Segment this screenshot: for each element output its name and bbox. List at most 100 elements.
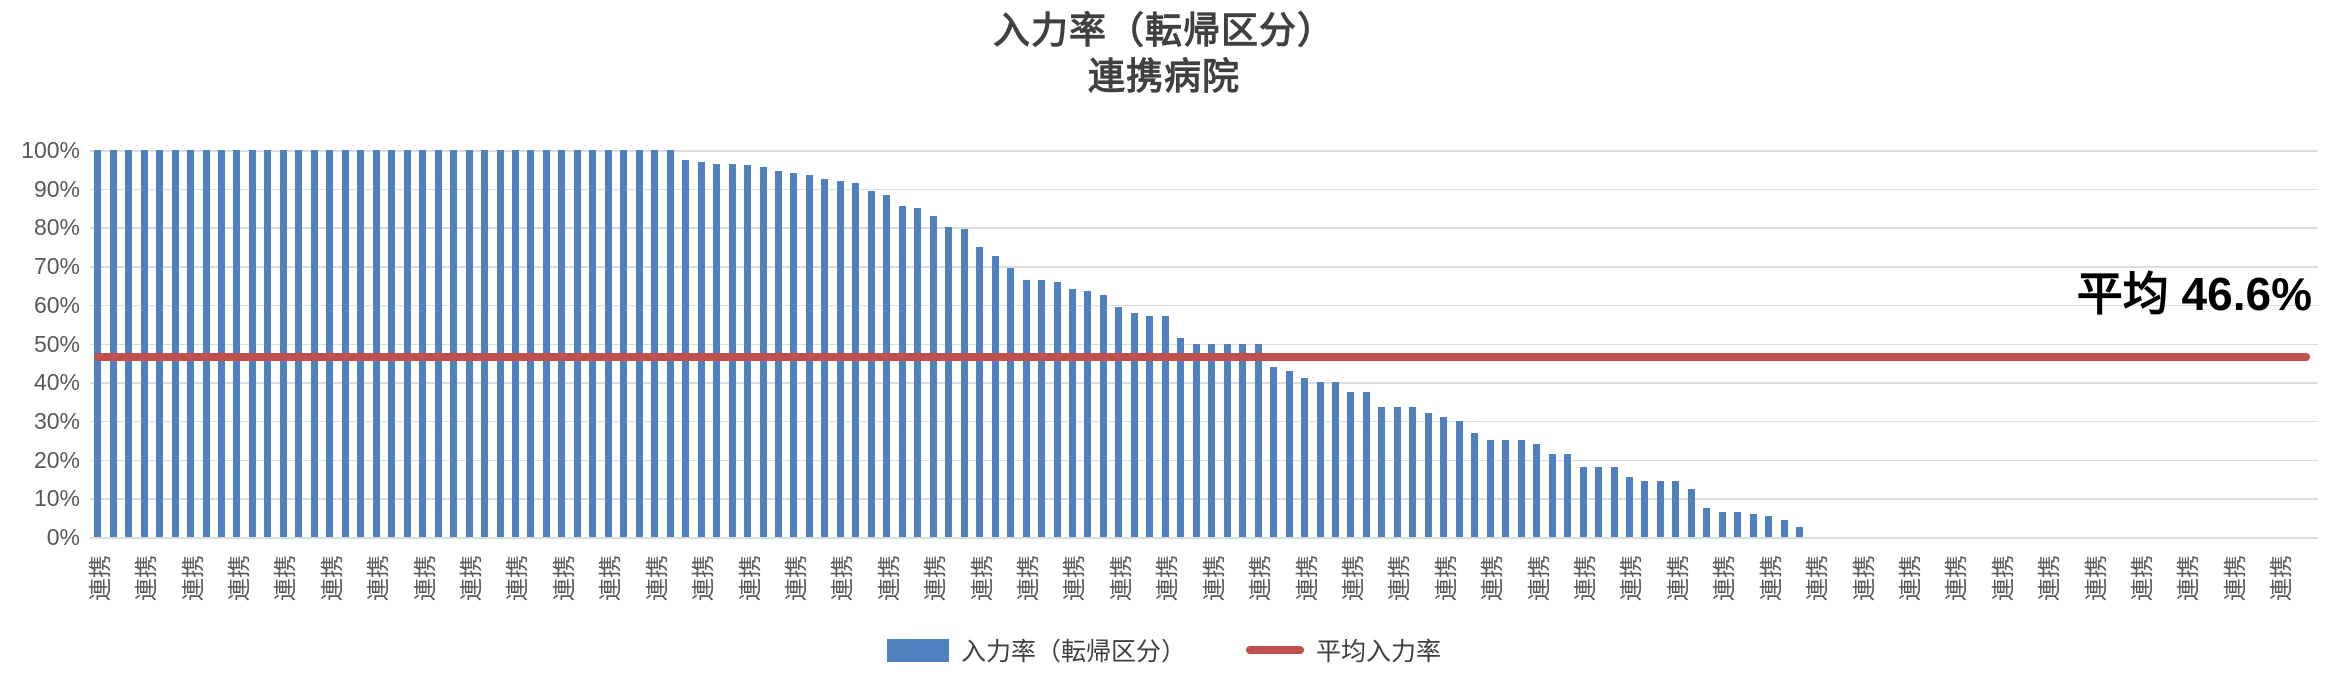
bar bbox=[945, 227, 953, 537]
x-tick-label: 連携 bbox=[1618, 555, 1645, 601]
x-tick-label: 連携 bbox=[1896, 555, 1923, 601]
x-tick-label: 連携 bbox=[1247, 555, 1274, 601]
bar bbox=[1517, 440, 1525, 537]
legend-label-average-line: 平均入力率 bbox=[1316, 638, 1442, 666]
bar bbox=[1084, 291, 1092, 537]
bar bbox=[187, 150, 195, 537]
x-tick-label: 連携 bbox=[1850, 555, 1877, 601]
bar bbox=[898, 206, 906, 537]
bar bbox=[1022, 279, 1030, 537]
chart-title-block: 入力率（転帰区分） 連携病院 bbox=[0, 8, 2328, 101]
gridline bbox=[90, 188, 2318, 191]
bar bbox=[1130, 312, 1138, 537]
x-tick-label: 連携 bbox=[1479, 555, 1506, 601]
bar bbox=[976, 246, 984, 537]
bar bbox=[171, 150, 179, 537]
y-tick-label: 0% bbox=[46, 524, 80, 550]
y-tick-label: 40% bbox=[33, 369, 80, 396]
x-tick-label: 連携 bbox=[225, 555, 252, 601]
bar bbox=[604, 150, 612, 537]
gridline bbox=[90, 227, 2318, 229]
bar bbox=[960, 229, 968, 537]
bar bbox=[1641, 480, 1649, 537]
gridline bbox=[90, 304, 2318, 307]
bar bbox=[1038, 279, 1046, 537]
chart-subtitle: 連携病院 bbox=[1088, 56, 1240, 98]
x-tick-label: 連携 bbox=[1757, 555, 1784, 601]
bar bbox=[357, 150, 365, 537]
x-tick-label: 連携 bbox=[504, 555, 531, 601]
x-tick-label: 連携 bbox=[133, 555, 160, 601]
x-tick-label: 連携 bbox=[1386, 555, 1413, 601]
x-tick-label: 連携 bbox=[1200, 555, 1227, 601]
bar bbox=[1486, 440, 1494, 537]
x-tick-label: 連携 bbox=[2221, 555, 2248, 601]
bar bbox=[511, 150, 519, 537]
bar bbox=[1749, 513, 1757, 537]
gridline bbox=[90, 459, 2318, 462]
bar bbox=[527, 150, 535, 537]
x-tick-label: 連携 bbox=[2082, 555, 2109, 601]
x-tick-label: 連携 bbox=[1572, 555, 1599, 601]
bar bbox=[1068, 289, 1076, 537]
average-line bbox=[94, 352, 2310, 361]
bar bbox=[264, 150, 272, 537]
bar bbox=[450, 150, 458, 537]
x-tick-label: 連携 bbox=[1061, 555, 1088, 601]
bar bbox=[1362, 391, 1370, 537]
legend-label-bars: 入力率（転帰区分） bbox=[960, 638, 1186, 666]
average-line-swatch-icon bbox=[1246, 646, 1304, 654]
bar bbox=[465, 150, 473, 537]
x-tick-label: 連携 bbox=[1711, 555, 1738, 601]
bar bbox=[1455, 420, 1463, 537]
bar bbox=[341, 150, 349, 537]
bar bbox=[248, 150, 256, 537]
bar bbox=[1625, 477, 1633, 537]
bar bbox=[1595, 467, 1603, 537]
bar bbox=[1208, 343, 1216, 537]
bar bbox=[1007, 268, 1015, 537]
bar bbox=[991, 256, 999, 537]
x-tick-label: 連携 bbox=[550, 555, 577, 601]
y-tick-label: 100% bbox=[21, 137, 80, 163]
bar bbox=[1471, 432, 1479, 537]
x-tick-label: 連携 bbox=[736, 555, 763, 601]
bar bbox=[1301, 378, 1309, 537]
x-tick-label: 連携 bbox=[922, 555, 949, 601]
bar bbox=[1146, 316, 1154, 537]
bar bbox=[496, 150, 504, 537]
bar bbox=[295, 150, 303, 537]
gridline bbox=[90, 498, 2318, 500]
bar bbox=[1177, 337, 1185, 537]
bar bbox=[1316, 382, 1324, 537]
gridline bbox=[90, 266, 2318, 268]
bar bbox=[1378, 407, 1386, 537]
bar bbox=[697, 161, 705, 537]
x-tick-label: 連携 bbox=[2268, 555, 2295, 601]
y-tick-label: 20% bbox=[33, 446, 80, 473]
bar bbox=[1765, 515, 1773, 537]
x-tick-label: 連携 bbox=[458, 555, 485, 601]
bar bbox=[403, 150, 411, 537]
bar bbox=[279, 150, 287, 537]
bar bbox=[666, 150, 674, 537]
bar bbox=[1254, 343, 1262, 537]
x-tick-label: 連携 bbox=[1664, 555, 1691, 601]
bar bbox=[1424, 413, 1432, 537]
bar bbox=[929, 215, 937, 537]
x-tick-label: 連携 bbox=[318, 555, 345, 601]
bar bbox=[651, 150, 659, 537]
x-tick-label: 連携 bbox=[782, 555, 809, 601]
bar bbox=[434, 150, 442, 537]
bar bbox=[1347, 391, 1355, 537]
bar bbox=[635, 150, 643, 537]
bar bbox=[419, 150, 427, 537]
y-tick-label: 90% bbox=[33, 175, 80, 202]
bar bbox=[573, 150, 581, 537]
bar bbox=[1161, 316, 1169, 537]
x-tick-label: 連携 bbox=[1804, 555, 1831, 601]
bar bbox=[1734, 511, 1742, 537]
bar bbox=[1099, 295, 1107, 537]
legend: 入力率（転帰区分） 平均入力率 bbox=[0, 630, 2328, 670]
bar bbox=[1053, 281, 1061, 537]
